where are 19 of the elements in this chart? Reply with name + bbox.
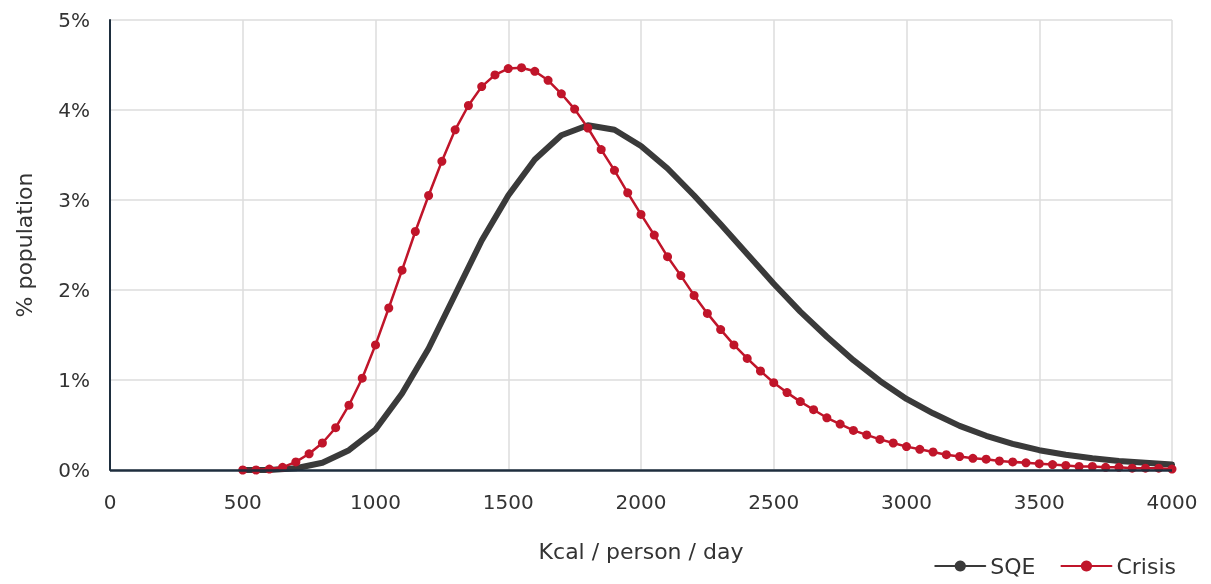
x-tick-label: 1000 [350,490,401,514]
x-tick-label: 2500 [748,490,800,514]
y-tick-label: 1% [58,368,90,392]
y-tick-label: 0% [58,458,90,482]
y-tick-label: 3% [58,188,90,212]
x-tick-label: 500 [223,490,262,514]
y-tick-label: 4% [58,98,90,122]
legend-label: Crisis [1116,553,1177,579]
x-tick-label: 3500 [1013,490,1065,514]
x-tick-label: 2000 [615,490,667,514]
x-tick-label: 4000 [1146,490,1198,514]
x-tick-label: 1500 [482,490,534,514]
legend-label: SQE [990,553,1036,579]
x-axis-title: Kcal / person / day [538,538,744,564]
y-axis-title: % population [11,172,37,318]
x-tick-label: 3000 [881,490,932,514]
x-tick-label: 0 [103,490,117,514]
y-tick-label: 2% [58,278,90,302]
y-tick-label: 5% [58,8,90,32]
